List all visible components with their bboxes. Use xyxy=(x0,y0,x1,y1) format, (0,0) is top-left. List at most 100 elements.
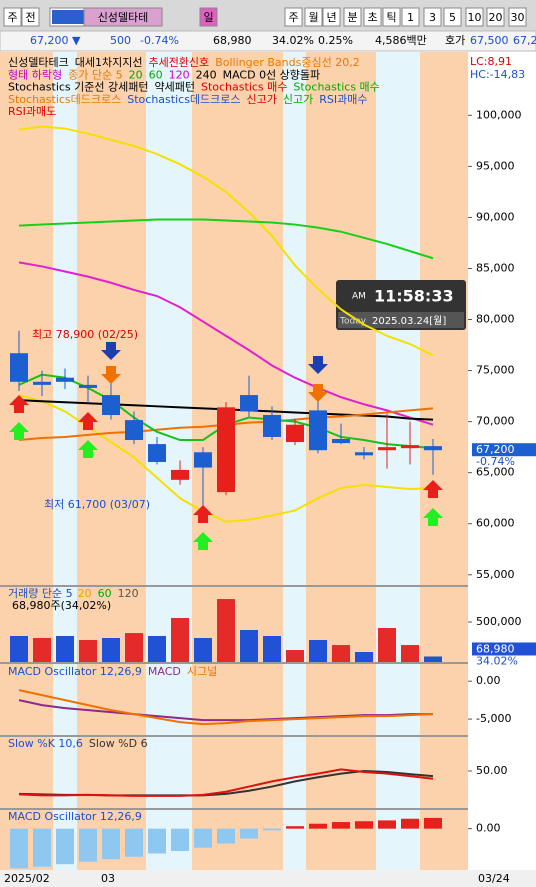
legend-label: 60 xyxy=(98,587,112,600)
toolbar-text[interactable]: 주 xyxy=(288,11,298,24)
toolbar-button[interactable] xyxy=(363,7,382,27)
legend-label: 20 xyxy=(129,68,143,81)
toolbar-text[interactable]: 일 xyxy=(203,10,213,24)
candle-body xyxy=(102,395,120,415)
bar xyxy=(378,628,396,662)
info-text: 500 xyxy=(110,34,131,47)
bar xyxy=(79,828,97,862)
toolbar-button[interactable] xyxy=(322,7,341,27)
bar xyxy=(56,636,74,662)
bar xyxy=(286,826,304,829)
tooltip-day: Today xyxy=(339,317,367,327)
legend-label: 형태 하락형 xyxy=(8,67,62,81)
indicator-line xyxy=(18,768,434,797)
tooltip-date-bg xyxy=(338,312,464,328)
price-box xyxy=(472,443,536,457)
signal-arrow xyxy=(78,412,98,430)
toolbar-button[interactable] xyxy=(3,7,22,27)
toolbar-button[interactable] xyxy=(443,7,462,27)
legend-label: 120 xyxy=(169,68,190,81)
bar xyxy=(217,599,235,662)
toolbar-text[interactable]: 20 xyxy=(489,11,503,24)
toolbar-text[interactable]: 30 xyxy=(511,11,525,24)
signal-arrow xyxy=(101,342,121,360)
axis-bg xyxy=(468,52,536,870)
legend-label: 신고가 xyxy=(247,93,277,106)
tooltip-time: 11:58:33 xyxy=(374,287,454,306)
legend-label: Stochastics데드크로스 xyxy=(8,93,121,106)
signal-arrow xyxy=(193,505,213,523)
toolbar-button[interactable] xyxy=(465,7,484,27)
candle-body xyxy=(125,420,143,441)
y-tick-label: 75,000 xyxy=(476,364,515,377)
toolbar-button[interactable] xyxy=(343,7,362,27)
legend-label: Slow %D 6 xyxy=(89,737,148,750)
candle-body xyxy=(148,444,166,462)
indicator-line xyxy=(18,125,434,357)
price-label: 67,200 xyxy=(476,443,515,456)
candle-body xyxy=(33,381,51,385)
bar xyxy=(10,636,28,662)
plot-stripe xyxy=(53,52,77,870)
y-tick-label: 50.00 xyxy=(476,764,508,777)
bar xyxy=(401,818,419,829)
x-label: 2025/02 xyxy=(4,872,50,885)
candle-body xyxy=(194,452,212,468)
toolbar-text[interactable]: 10 xyxy=(468,11,482,24)
candle-body xyxy=(332,438,350,444)
toolbar-button[interactable] xyxy=(423,7,442,27)
signal-arrow xyxy=(9,395,29,413)
plot-stripe xyxy=(376,52,420,870)
toolbar-text[interactable]: 초 xyxy=(367,11,377,24)
signal-arrow xyxy=(308,356,328,374)
legend-label: Stochastics 기준선 강세패턴 xyxy=(8,81,149,94)
panel-sep xyxy=(0,662,536,664)
candle-body xyxy=(401,445,419,449)
toolbar-text[interactable]: 분 xyxy=(347,11,357,24)
toolbar-text[interactable]: 년 xyxy=(326,11,336,24)
toolbar-text[interactable]: 3 xyxy=(429,11,436,24)
y-tick-label: 70,000 xyxy=(476,415,515,428)
info-text: 67,500 xyxy=(470,34,509,47)
bar xyxy=(102,828,120,860)
toolbar-button[interactable] xyxy=(304,7,323,27)
high-annotation: 최고 78,900 (02/25) xyxy=(32,328,138,341)
bar xyxy=(309,640,327,662)
toolbar-button[interactable] xyxy=(21,7,40,27)
toolbar-text[interactable]: 월 xyxy=(308,11,318,24)
lc: LC:8,91 xyxy=(470,55,512,68)
info-text: 34.02% xyxy=(272,34,314,47)
indicator-line xyxy=(18,261,434,426)
toolbar-text[interactable]: 1 xyxy=(407,11,414,24)
y-tick-label: 65,000 xyxy=(476,466,515,479)
bar xyxy=(125,633,143,662)
signal-arrow xyxy=(101,366,121,384)
toolbar-text[interactable]: 신성델타테 xyxy=(98,11,149,24)
toolbar-text[interactable]: 5 xyxy=(449,11,456,24)
toolbar-button[interactable] xyxy=(508,7,527,27)
toolbar-button[interactable] xyxy=(382,7,401,27)
toolbar-button[interactable] xyxy=(284,7,303,27)
legend-label: 240 xyxy=(196,68,217,81)
toolbar-text[interactable]: 전 xyxy=(25,11,35,24)
toolbar-button[interactable] xyxy=(401,7,420,27)
low-annotation: 최저 61,700 (03/07) xyxy=(44,498,150,511)
toolbar-text[interactable]: 주 xyxy=(7,11,17,24)
toolbar-button[interactable] xyxy=(199,7,218,27)
info-text: 4,586백만 xyxy=(375,34,427,47)
y-tick-label: 95,000 xyxy=(476,159,515,172)
toolbar-text[interactable]: 틱 xyxy=(386,11,396,24)
toolbar-button[interactable] xyxy=(486,7,505,27)
bar xyxy=(194,638,212,662)
candle-body xyxy=(171,469,189,480)
signal-arrow xyxy=(423,508,443,526)
info-text: 0.25% xyxy=(318,34,353,47)
bar xyxy=(10,828,28,869)
candle-body xyxy=(56,377,74,382)
legend-label: Stochastics 매수 xyxy=(293,81,379,94)
y-tick-label: -5,000 xyxy=(476,712,511,725)
info-text: 68,980 xyxy=(213,34,252,47)
y-tick-label: 90,000 xyxy=(476,210,515,223)
xaxis-bg xyxy=(0,870,536,887)
toolbar-button[interactable] xyxy=(83,7,163,27)
